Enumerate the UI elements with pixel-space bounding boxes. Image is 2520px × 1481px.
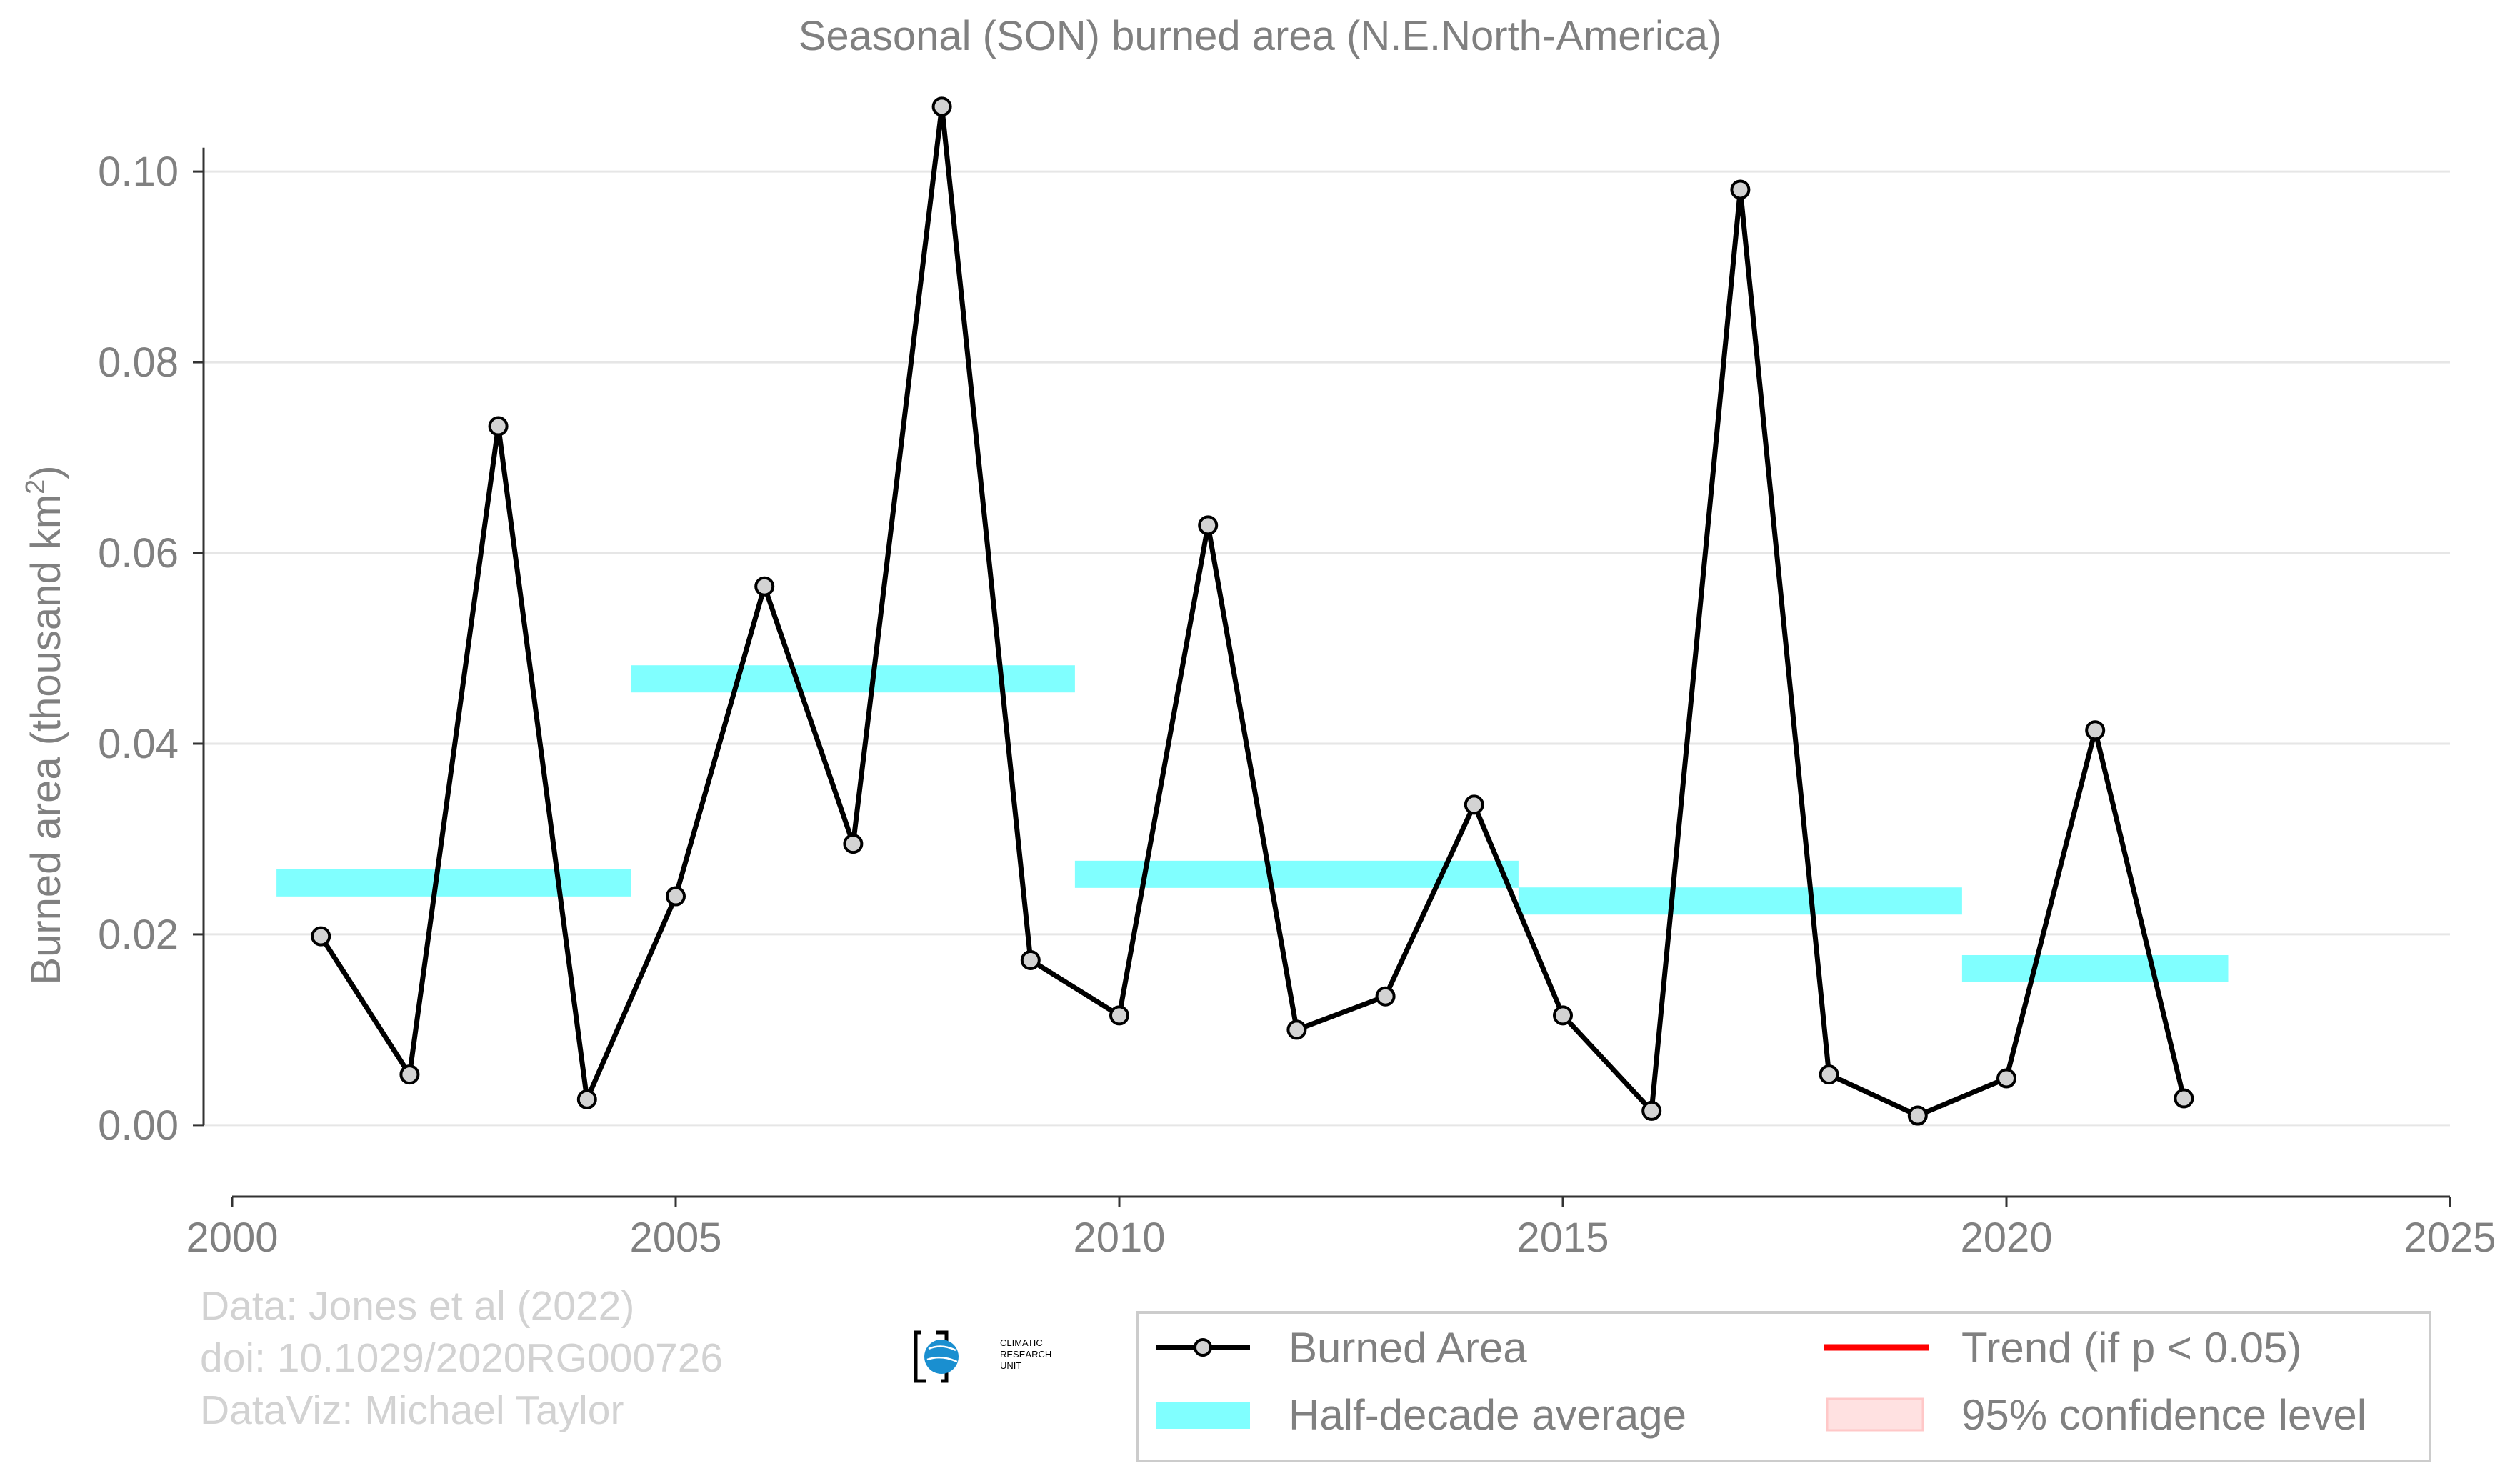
data-point xyxy=(843,834,864,854)
legend-patch-icon xyxy=(1826,1397,1924,1432)
data-point xyxy=(1907,1105,1928,1126)
half-decade-bar xyxy=(276,869,631,897)
half-decade-bar xyxy=(631,665,1075,693)
chart-title: Seasonal (SON) burned area (N.E.North-Am… xyxy=(799,13,1722,59)
data-point xyxy=(1464,794,1484,815)
half-decade-bar xyxy=(1961,954,2229,982)
data-point xyxy=(2174,1088,2194,1109)
x-tick-labels: 2000 2005 2010 2015 2020 2025 xyxy=(186,1215,2496,1261)
logo-bracket-left xyxy=(914,1330,926,1383)
y-axis-label-main: Burned area (thousand km xyxy=(23,494,69,985)
data-point xyxy=(1996,1068,2016,1089)
legend-item-half-decade: Half-decade average xyxy=(1156,1391,1686,1439)
y-tick-label: 0.04 xyxy=(98,721,179,767)
data-point xyxy=(399,1064,420,1085)
burned-area-series xyxy=(311,96,2194,1126)
y-tick-label: 0.02 xyxy=(98,912,179,958)
data-point xyxy=(1641,1100,1662,1121)
y-tick-labels: 0.00 0.02 0.04 0.06 0.08 0.10 xyxy=(98,149,179,1149)
x-tick-label: 2015 xyxy=(1516,1215,1609,1261)
data-point xyxy=(576,1089,597,1109)
logo-text-unit: UNIT xyxy=(1000,1360,1021,1371)
legend-item-trend: Trend (if p < 0.05) xyxy=(1824,1324,2301,1372)
credit-data: Data: Jones et al (2022) xyxy=(200,1283,634,1329)
x-tick-label: 2025 xyxy=(2404,1215,2496,1261)
data-point xyxy=(488,416,509,437)
legend-box xyxy=(1136,1311,2431,1462)
y-axis-label: Burned area (thousand km2) xyxy=(21,465,69,984)
burned-area-line xyxy=(319,104,2186,1119)
credit-dataviz: DataViz: Michael Taylor xyxy=(200,1387,624,1433)
x-tick-label: 2000 xyxy=(186,1215,278,1261)
cru-logo: CLIMATIC RESEARCH UNIT xyxy=(914,1330,1051,1383)
data-point xyxy=(931,96,952,117)
legend-band-icon xyxy=(1156,1402,1250,1429)
y-tick-label: 0.00 xyxy=(98,1102,179,1149)
data-point xyxy=(1286,1019,1307,1040)
data-point xyxy=(1730,179,1751,200)
x-tick-label: 2020 xyxy=(1960,1215,2052,1261)
globe-lines xyxy=(926,1345,958,1363)
credit-doi: doi: 10.1029/2020RG000726 xyxy=(200,1335,723,1381)
y-tick-label: 0.06 xyxy=(98,530,179,577)
data-point xyxy=(754,576,775,597)
legend-item-burned-area: Burned Area xyxy=(1156,1324,1527,1372)
y-tick-label: 0.08 xyxy=(98,339,179,386)
x-tick-label: 2010 xyxy=(1073,1215,1165,1261)
data-point xyxy=(666,886,686,907)
data-point xyxy=(1198,515,1219,536)
y-axis-label-superscript: 2 xyxy=(21,479,51,494)
half-decade-bar xyxy=(1518,887,1962,915)
data-point xyxy=(1020,949,1041,970)
legend-label: Burned Area xyxy=(1289,1324,1527,1372)
legend: Burned Area Trend (if p < 0.05) Half-dec… xyxy=(1136,1311,2431,1462)
data-point xyxy=(1819,1064,1839,1085)
data-point xyxy=(1375,986,1396,1007)
grid-lines xyxy=(204,170,2450,1127)
legend-label: Trend (if p < 0.05) xyxy=(1961,1324,2301,1372)
data-point xyxy=(1553,1005,1573,1026)
y-axis-label-end: ) xyxy=(23,465,69,479)
credits: Data: Jones et al (2022) doi: 10.1029/20… xyxy=(200,1283,723,1433)
data-point xyxy=(311,926,331,947)
axes xyxy=(193,147,2451,1207)
logo-text-climatic: CLIMATIC xyxy=(1000,1337,1043,1348)
data-point xyxy=(1109,1005,1129,1026)
x-tick-label: 2005 xyxy=(629,1215,721,1261)
legend-label: 95% confidence level xyxy=(1961,1391,2366,1439)
legend-marker-icon xyxy=(1194,1338,1212,1357)
legend-label: Half-decade average xyxy=(1289,1391,1686,1439)
y-tick-label: 0.10 xyxy=(98,149,179,195)
logo-text-research: RESEARCH xyxy=(1000,1349,1051,1360)
data-point xyxy=(2085,720,2106,741)
legend-item-confidence: 95% confidence level xyxy=(1826,1391,2366,1439)
